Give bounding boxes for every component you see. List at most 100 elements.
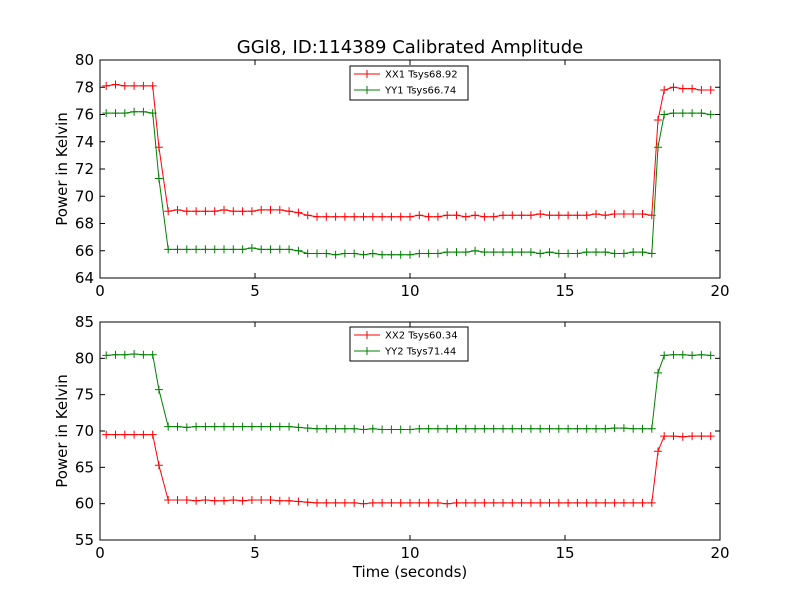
x-tick-label: 0 [95,282,105,300]
data-point-marker [564,424,573,433]
data-point-marker [303,211,312,220]
data-point-marker [406,498,414,507]
data-point-marker [313,212,321,221]
data-point-marker [638,248,647,257]
data-point-marker [359,250,368,259]
data-point-marker [120,430,129,439]
y-axis-label: Power in Kelvin [53,112,71,226]
data-point-marker [582,211,591,220]
y-tick-label: 85 [75,313,94,331]
data-point-marker [164,245,173,254]
data-point-marker [582,248,591,257]
data-point-marker [669,432,678,441]
data-point-marker [660,351,669,360]
data-point-marker [443,211,452,220]
data-point-marker [266,245,275,254]
legend-label: YY2 Tsys71.44 [384,347,456,358]
data-point-marker [148,350,157,359]
data-point-marker [350,212,359,221]
data-point-marker [669,83,678,92]
y-tick-label: 64 [75,269,94,287]
data-point-marker [678,84,687,93]
data-point-marker [582,424,591,433]
data-point-marker [654,143,662,152]
data-point-marker [387,212,396,221]
data-point-marker [285,422,294,431]
data-point-marker [368,249,377,258]
legend-label: XX2 Tsys60.34 [385,331,458,342]
data-point-marker [294,246,303,255]
data-point-marker [508,248,517,257]
data-point-marker [285,245,294,254]
data-point-marker [201,245,210,254]
data-point-marker [554,498,563,507]
data-point-marker [247,422,256,431]
legend-swatch-marker [363,347,371,355]
data-point-marker [480,498,489,507]
data-point-marker [678,350,687,359]
data-point-marker [415,211,424,220]
legend-box [349,326,469,362]
data-point-marker [629,248,638,257]
data-point-marker [461,248,470,257]
y-tick-label: 80 [75,51,94,69]
data-point-marker [433,212,442,221]
axis-ticks: 0 5 10 15 20 55 60 65 70 75 80 85 [75,313,730,562]
data-point-marker [660,110,669,119]
data-point-marker [582,498,591,507]
data-point-marker [619,424,628,433]
data-point-marker [111,80,120,89]
data-point-marker [706,351,715,360]
data-point-marker [182,245,191,254]
data-point-marker [210,207,219,216]
x-tick-label: 5 [250,282,260,300]
data-point-marker [201,207,210,216]
data-point-marker [359,212,368,221]
data-point-marker [452,248,461,257]
data-point-marker [120,81,129,90]
data-point-marker [452,211,461,220]
legend-swatch-marker [363,86,371,94]
data-point-marker [669,109,678,118]
data-point-marker [508,211,517,220]
data-point-marker [238,207,247,216]
data-point-marker [564,498,573,507]
y-tick-label: 65 [75,458,94,476]
data-point-marker [647,498,656,507]
data-point-marker [697,109,706,118]
data-point-marker [461,498,470,507]
data-point-marker [173,422,182,431]
data-point-marker [303,249,312,258]
data-point-marker [433,498,442,507]
data-point-marker [536,424,545,433]
legend: XX1 Tsys68.92 YY1 Tsys66.74 [349,65,469,101]
data-point-marker [173,205,182,214]
data-point-marker [340,498,349,507]
data-point-marker [285,496,294,505]
data-point-marker [508,424,517,433]
data-point-marker [387,498,396,507]
data-point-marker [210,496,219,505]
data-point-marker [545,424,554,433]
data-point-marker [238,496,247,505]
data-point-marker [536,498,545,507]
data-point-marker [303,498,312,507]
data-point-marker [688,109,697,118]
data-point-marker [660,432,669,441]
data-point-marker [610,498,619,507]
x-tick-label: 10 [400,282,419,300]
data-point-marker [331,424,340,433]
data-point-marker [201,496,210,504]
data-point-marker [638,498,647,507]
data-point-marker [378,250,387,259]
bottom-plot-panel: Power in Kelvin Time (seconds) 0 5 10 15 20 5… [53,313,730,581]
plot-area [102,80,715,259]
data-point-marker [201,422,210,431]
data-point-marker [489,212,498,221]
x-tick-label: 20 [710,282,729,300]
data-point-marker [697,432,706,441]
plot-area [102,350,715,508]
x-axis-label: Time (seconds) [352,563,468,581]
data-point-marker [378,425,387,434]
data-point-marker [313,249,321,258]
